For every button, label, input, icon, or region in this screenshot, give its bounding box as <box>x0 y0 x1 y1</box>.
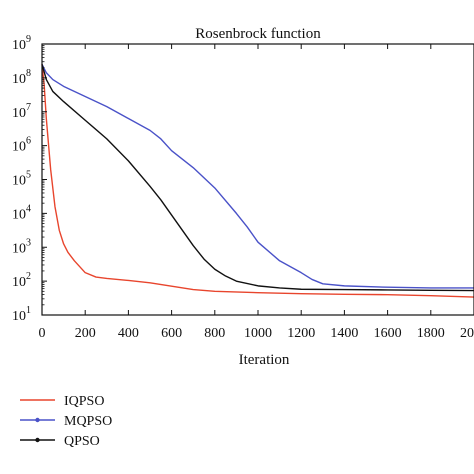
y-tick-label: 106 <box>12 136 31 155</box>
y-tick-label: 101 <box>12 305 31 324</box>
y-tick-label: 107 <box>12 102 31 121</box>
y-tick-labels: 101 102 103 104 105 106 107 108 109 <box>12 34 31 324</box>
legend-marker-mqpso <box>35 417 40 423</box>
x-tick-label: 1200 <box>287 326 315 341</box>
x-axis-label: Iteration <box>239 352 290 368</box>
x-tick-label: 2000 <box>460 326 474 341</box>
x-tick-label: 1600 <box>374 326 402 341</box>
x-tick-labels: 0 200 400 600 800 1000 1200 1400 1600 1800 2000 <box>39 326 474 341</box>
legend-marker-qpso <box>35 437 40 443</box>
x-tick-label: 800 <box>204 326 225 341</box>
axis-ticks <box>41 43 474 316</box>
x-tick-label: 1400 <box>330 326 358 341</box>
x-tick-label: 600 <box>161 326 182 341</box>
legend-label-mqpso: MQPSO <box>64 414 112 429</box>
legend: IQPSO MQPSO QPSO <box>20 394 112 449</box>
x-tick-label: 0 <box>39 326 46 341</box>
plot-series <box>41 64 474 298</box>
y-tick-label: 105 <box>12 170 31 189</box>
x-tick-label: 1800 <box>417 326 445 341</box>
chart-title: Rosenbrock function <box>195 26 321 42</box>
x-tick-label: 200 <box>75 326 96 341</box>
x-tick-label: 1000 <box>244 326 272 341</box>
series-line-mqpso <box>41 64 474 289</box>
y-tick-label: 104 <box>12 203 31 222</box>
y-tick-label: 102 <box>12 271 31 290</box>
series-line-qpso <box>41 64 474 292</box>
y-tick-label: 103 <box>12 237 31 256</box>
series-line-iqpso <box>41 64 474 298</box>
legend-label-qpso: QPSO <box>64 434 100 449</box>
y-tick-label: 109 <box>12 34 31 53</box>
x-tick-label: 400 <box>118 326 139 341</box>
y-tick-label: 108 <box>12 68 31 87</box>
legend-label-iqpso: IQPSO <box>64 394 104 409</box>
